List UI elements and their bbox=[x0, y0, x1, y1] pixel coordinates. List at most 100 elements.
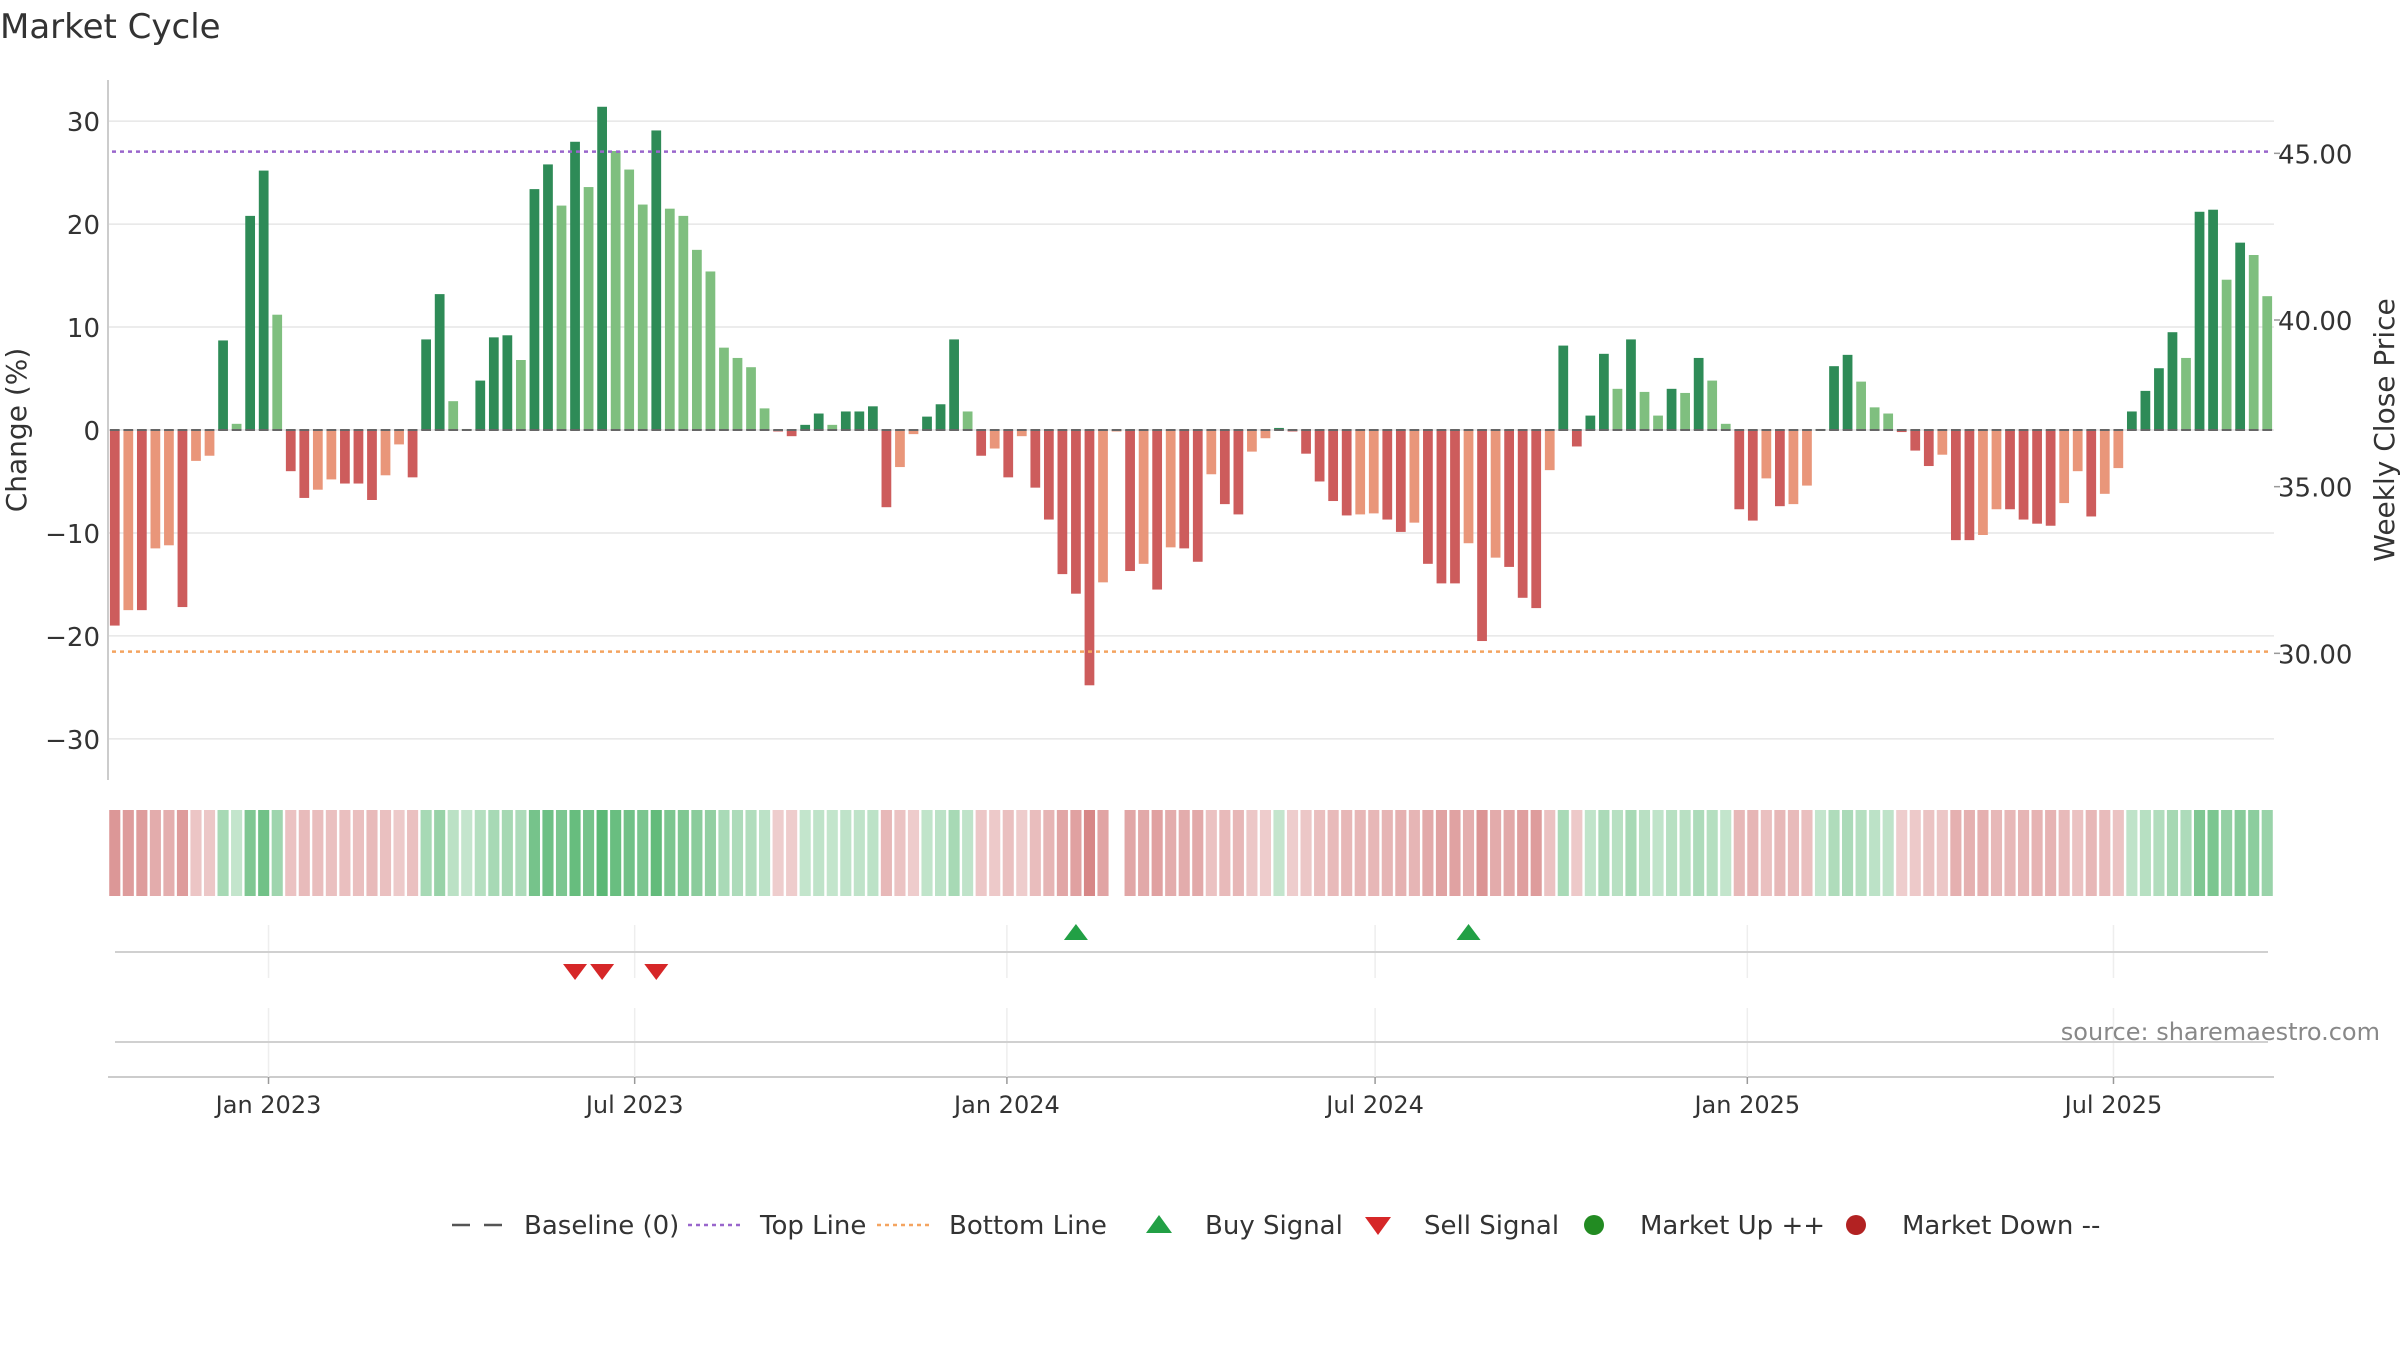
bar bbox=[1192, 430, 1203, 562]
cycle-strip-cell bbox=[2072, 810, 2084, 896]
bar bbox=[1937, 430, 1948, 455]
bar bbox=[922, 416, 932, 430]
cycle-strip-cell bbox=[1584, 810, 1596, 896]
cycle-strip-cell bbox=[975, 810, 987, 896]
cycle-strip-cell bbox=[407, 810, 419, 896]
bar bbox=[394, 430, 404, 445]
cycle-strip-cell bbox=[1625, 810, 1637, 896]
cycle-strip-cell bbox=[664, 810, 676, 896]
bar bbox=[2059, 430, 2070, 504]
bar bbox=[2018, 430, 2029, 520]
bar bbox=[556, 205, 567, 430]
bar bbox=[258, 170, 269, 430]
cycle-strip-cell bbox=[2126, 810, 2138, 896]
bar bbox=[1395, 430, 1406, 532]
bar bbox=[2072, 430, 2083, 472]
bar bbox=[867, 406, 878, 430]
cycle-strip-cell bbox=[1517, 810, 1529, 896]
bar bbox=[719, 347, 729, 430]
bar bbox=[1071, 430, 1081, 594]
cycle-strip-cell bbox=[826, 810, 838, 896]
bar bbox=[2221, 279, 2232, 430]
y-tick-label: 10 bbox=[67, 314, 100, 344]
y-right-axis-label: Weekly Close Price bbox=[2368, 298, 2400, 561]
cycle-strip-cell bbox=[962, 810, 974, 896]
cycle-strip-cell bbox=[2045, 810, 2057, 896]
bar bbox=[2005, 430, 2015, 510]
cycle-strip-cell bbox=[176, 810, 189, 896]
bar bbox=[1368, 430, 1379, 514]
cycle-strip-cell bbox=[650, 810, 662, 896]
bar bbox=[1680, 392, 1690, 430]
cycle-strip-cell bbox=[2193, 810, 2206, 896]
bar bbox=[1856, 381, 1866, 430]
bar bbox=[475, 380, 486, 430]
bar bbox=[2154, 368, 2164, 430]
bar bbox=[827, 424, 838, 430]
cycle-strip-cell bbox=[298, 810, 310, 896]
market-down-legend-marker bbox=[1846, 1215, 1866, 1235]
y-tick-label: 30 bbox=[67, 108, 100, 138]
cycle-strip-cell bbox=[1652, 810, 1664, 896]
bar bbox=[1991, 430, 2002, 510]
bar bbox=[813, 413, 824, 430]
x-tick-label: Jan 2025 bbox=[1692, 1091, 1800, 1119]
cycle-strip-cell bbox=[1923, 810, 1935, 896]
cycle-strip-cell bbox=[231, 810, 243, 896]
bar bbox=[1802, 430, 1812, 486]
bar bbox=[164, 430, 174, 546]
cycle-strip-cell bbox=[867, 810, 879, 896]
bar bbox=[786, 430, 797, 437]
cycle-strip-cell bbox=[1530, 810, 1542, 896]
bar bbox=[312, 430, 323, 490]
cycle-strip-cell bbox=[880, 810, 892, 896]
bar bbox=[1883, 413, 1894, 430]
bar bbox=[150, 430, 161, 549]
cycle-strip-cell bbox=[1814, 810, 1827, 896]
x-tick-label: Jul 2024 bbox=[1324, 1091, 1424, 1119]
bar bbox=[1057, 430, 1068, 575]
cycle-strip-cell bbox=[799, 810, 811, 896]
bar bbox=[583, 187, 594, 430]
bar bbox=[407, 430, 418, 478]
y-tick-label: −20 bbox=[45, 623, 100, 653]
cycle-strip-cell bbox=[921, 810, 933, 896]
cycle-strip-cell bbox=[1720, 810, 1732, 896]
cycle-strip-cell bbox=[1232, 810, 1244, 896]
cycle-strip-cell bbox=[1990, 810, 2003, 896]
cycle-strip-cell bbox=[637, 810, 649, 896]
bar bbox=[529, 189, 540, 430]
bar bbox=[1653, 415, 1663, 430]
cycle-strip-cell bbox=[555, 810, 568, 896]
market-panel bbox=[115, 1008, 2268, 1077]
cycle-strip-cell bbox=[352, 810, 364, 896]
bar bbox=[488, 337, 499, 430]
cycle-strip-cell bbox=[1341, 810, 1353, 896]
cycle-strip-cell bbox=[203, 810, 216, 896]
bar bbox=[367, 430, 377, 500]
bar bbox=[637, 204, 648, 430]
cycle-strip-cell bbox=[1869, 810, 1881, 896]
cycle-strip-cell bbox=[1679, 810, 1691, 896]
cycle-strip-cell bbox=[1205, 810, 1217, 896]
cycle-strip-cell bbox=[1476, 810, 1488, 896]
bar bbox=[651, 130, 662, 431]
cycle-strip-cell bbox=[434, 810, 446, 896]
legend-label: Market Down -- bbox=[1902, 1211, 2100, 1241]
bar bbox=[191, 430, 201, 461]
cycle-strip-cell bbox=[1002, 810, 1014, 896]
bar bbox=[1585, 415, 1596, 430]
bar bbox=[1260, 430, 1271, 439]
cycle-strip-cell bbox=[786, 810, 798, 896]
y-right-tick-label: 40.00 bbox=[2278, 307, 2352, 337]
cycle-strip-cell bbox=[610, 810, 622, 896]
bar bbox=[1558, 345, 1569, 430]
cycle-strip-cell bbox=[339, 810, 351, 896]
bar bbox=[299, 430, 310, 498]
cycle-strip-cell bbox=[136, 810, 148, 896]
cycle-strip-cell bbox=[1977, 810, 1989, 896]
grid-lines bbox=[108, 120, 2274, 740]
bar bbox=[2086, 430, 2097, 517]
bar bbox=[204, 430, 215, 456]
bar bbox=[1978, 430, 1988, 535]
